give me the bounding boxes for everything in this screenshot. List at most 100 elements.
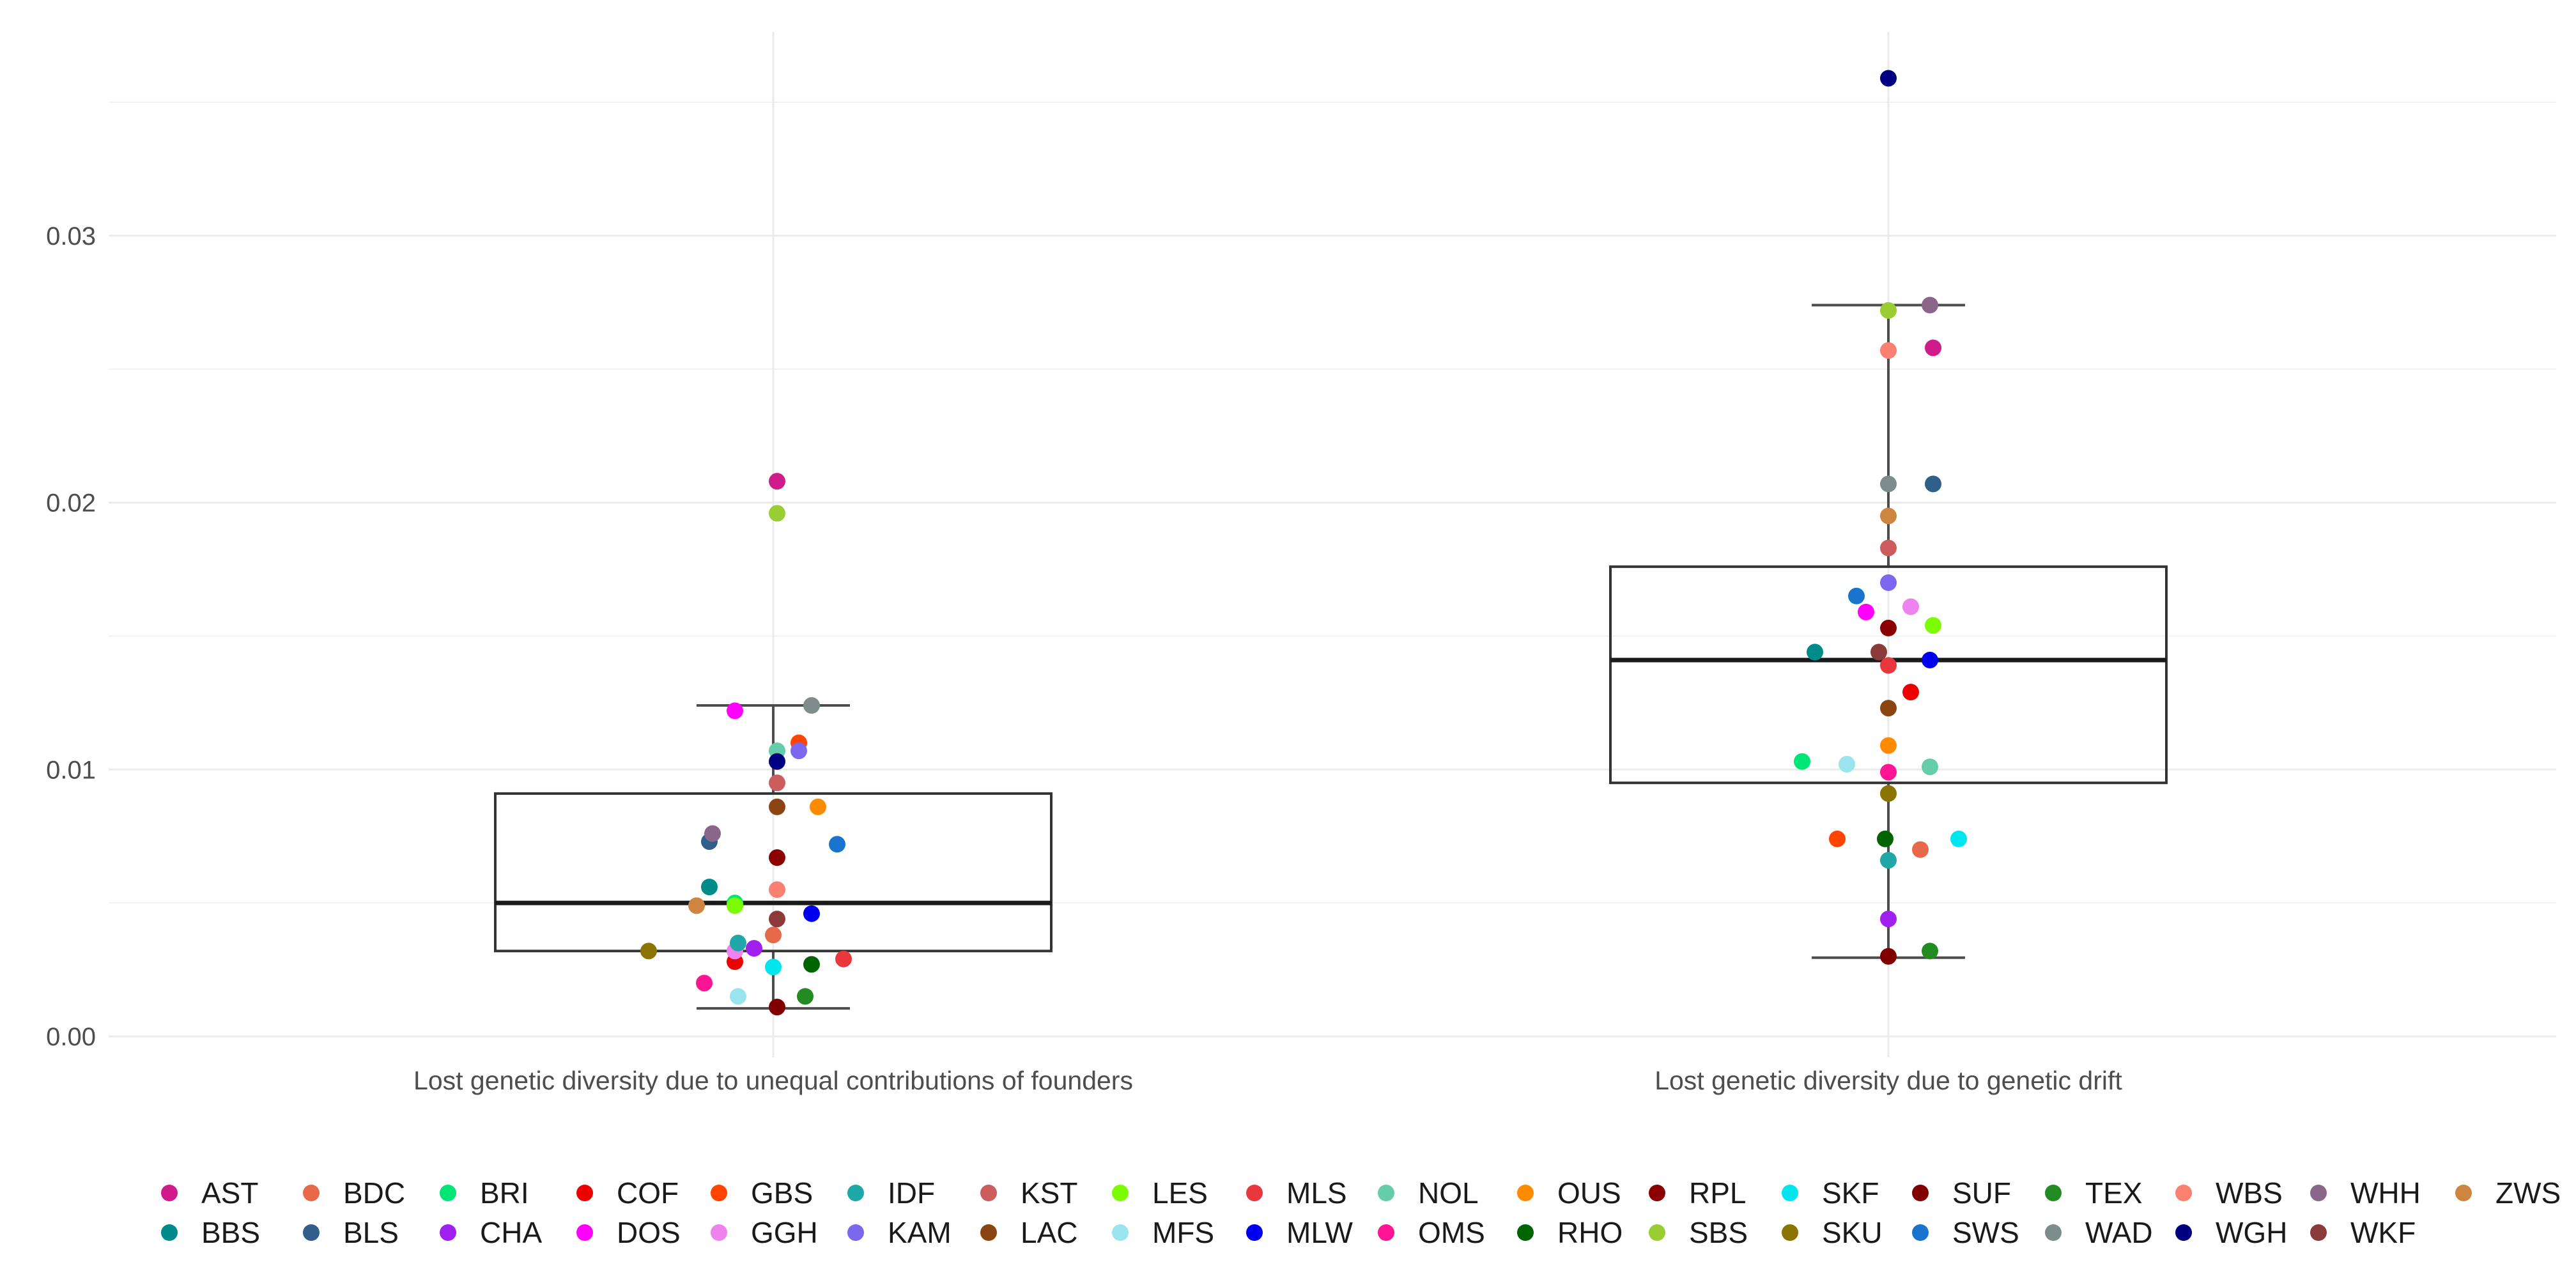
- legend-label: ZWS: [2495, 1176, 2561, 1210]
- data-point-dos: [1858, 603, 1874, 620]
- legend: AST BBS BDC BLS BRI CHA COF DOS GBS GGH IDF KAM KST L…: [161, 1176, 2561, 1249]
- data-point-tex: [1922, 942, 1938, 960]
- y-tick-label: 0.03: [46, 222, 96, 250]
- data-point-zws: [1880, 507, 1897, 525]
- data-point-kst: [1880, 539, 1897, 557]
- data-point-kam: [791, 742, 807, 760]
- legend-marker: [440, 1185, 456, 1201]
- y-axis: 0.00 0.01 0.02 0.03: [46, 222, 96, 1051]
- legend-item: OMS: [1378, 1216, 1485, 1249]
- legend-marker: [576, 1185, 593, 1201]
- data-point-bbs: [1807, 643, 1823, 661]
- legend-item: SKU: [1782, 1216, 1883, 1249]
- data-point-wbs: [769, 881, 785, 898]
- x-category-label: Lost genetic diversity due to unequal co…: [413, 1066, 1133, 1095]
- data-point-mlw: [803, 905, 820, 922]
- legend-label: SWS: [1952, 1216, 2019, 1249]
- data-point-lac: [769, 798, 785, 815]
- legend-label: BDC: [343, 1176, 405, 1210]
- legend-item: WKF: [2310, 1216, 2416, 1249]
- legend-item: WBS: [2175, 1176, 2283, 1210]
- legend-marker: [161, 1224, 178, 1241]
- legend-marker: [1782, 1224, 1798, 1241]
- legend-label: GGH: [751, 1216, 818, 1249]
- legend-item: WHH: [2310, 1176, 2421, 1210]
- legend-marker: [2175, 1185, 2192, 1201]
- legend-item: CHA: [440, 1216, 542, 1249]
- legend-label: KST: [1021, 1176, 1077, 1210]
- legend-marker: [711, 1185, 727, 1201]
- legend-marker: [440, 1224, 456, 1241]
- data-point-sku: [1880, 785, 1897, 802]
- data-point-dos: [727, 702, 743, 719]
- legend-label: SUF: [1952, 1176, 2011, 1210]
- data-point-gbs: [1829, 830, 1846, 847]
- legend-marker: [711, 1224, 727, 1241]
- legend-marker: [2310, 1185, 2327, 1201]
- legend-item: BLS: [303, 1216, 399, 1249]
- legend-item: GGH: [711, 1216, 818, 1249]
- legend-label: OMS: [1418, 1216, 1485, 1249]
- legend-marker: [1649, 1224, 1665, 1241]
- legend-item: MFS: [1112, 1216, 1214, 1249]
- data-point-rpl: [769, 849, 785, 866]
- legend-item: IDF: [847, 1176, 935, 1210]
- legend-label: BRI: [480, 1176, 529, 1210]
- data-point-mls: [835, 950, 852, 967]
- legend-marker: [2045, 1224, 2062, 1241]
- data-point-les: [727, 897, 743, 914]
- legend-marker: [847, 1185, 864, 1201]
- data-point-lac: [1880, 700, 1897, 717]
- legend-label: WHH: [2350, 1176, 2421, 1210]
- legend-item: GBS: [711, 1176, 813, 1210]
- box-iqr: [494, 792, 1053, 953]
- box-plot: [1609, 304, 2168, 959]
- legend-marker: [2455, 1185, 2472, 1201]
- x-category-label: Lost genetic diversity due to genetic dr…: [1654, 1066, 2122, 1095]
- data-point-wgh: [769, 753, 785, 770]
- data-point-zws: [688, 897, 705, 914]
- data-point-whh: [704, 825, 721, 842]
- legend-marker: [161, 1185, 178, 1201]
- legend-label: WKF: [2350, 1216, 2416, 1249]
- legend-marker: [1246, 1224, 1263, 1241]
- data-point-kst: [769, 774, 785, 792]
- legend-label: GBS: [751, 1176, 813, 1210]
- legend-label: COF: [617, 1176, 679, 1210]
- y-tick-label: 0.01: [46, 756, 96, 784]
- data-point-wgh: [1880, 70, 1897, 87]
- data-point-mfs: [1839, 755, 1855, 773]
- legend-marker: [576, 1224, 593, 1241]
- legend-item: AST: [161, 1176, 258, 1210]
- legend-marker: [1912, 1185, 1929, 1201]
- legend-item: TEX: [2045, 1176, 2142, 1210]
- data-point-bdc: [765, 927, 782, 944]
- legend-label: AST: [201, 1176, 258, 1210]
- legend-marker: [1246, 1185, 1263, 1201]
- legend-marker: [303, 1224, 320, 1241]
- legend-label: LAC: [1021, 1216, 1077, 1249]
- data-point-sws: [1848, 587, 1865, 604]
- legend-label: BBS: [201, 1216, 260, 1249]
- legend-item: MLS: [1246, 1176, 1347, 1210]
- legend-marker: [980, 1224, 997, 1241]
- y-tick-label: 0.00: [46, 1023, 96, 1051]
- data-point-sws: [829, 836, 845, 853]
- data-point-ast: [769, 473, 785, 490]
- legend-marker: [1912, 1224, 1929, 1241]
- legend-item: SWS: [1912, 1216, 2019, 1249]
- legend-label: DOS: [617, 1216, 681, 1249]
- legend-item: SUF: [1912, 1176, 2011, 1210]
- legend-marker: [1782, 1185, 1798, 1201]
- data-point-mlw: [1922, 652, 1938, 669]
- data-point-wad: [1880, 475, 1897, 493]
- data-point-oms: [696, 974, 713, 992]
- data-point-ous: [1880, 737, 1897, 754]
- data-point-rho: [803, 956, 820, 973]
- data-point-sku: [640, 942, 657, 960]
- data-point-idf: [730, 934, 746, 951]
- data-point-ous: [810, 798, 826, 815]
- legend-marker: [1112, 1185, 1129, 1201]
- legend-label: RPL: [1689, 1176, 1746, 1210]
